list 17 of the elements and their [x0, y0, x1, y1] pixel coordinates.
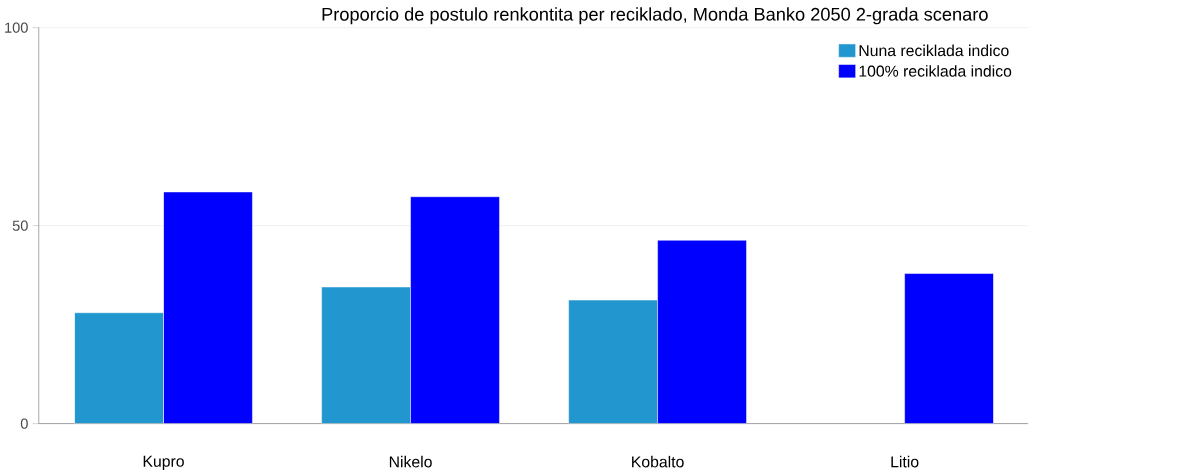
bar	[410, 196, 500, 424]
legend-label: 100% reciklada indico	[859, 65, 1012, 77]
y-tick-label: 50	[12, 220, 28, 231]
bar	[321, 286, 411, 424]
bar	[904, 273, 994, 424]
x-tick-label: Kupro	[143, 455, 184, 470]
bar	[163, 191, 253, 424]
y-tick-label: 100	[5, 22, 28, 33]
bar	[568, 299, 658, 424]
legend-label: Nuna reciklada indico	[859, 44, 1009, 57]
chart-title: Proporcio de postulo renkontita per reciklado, Monda Banko 2050 2-grada scenaro	[322, 7, 988, 25]
x-tick-label: Nikelo	[389, 455, 432, 468]
x-tick-label: Kobalto	[632, 455, 684, 468]
bar	[74, 312, 164, 424]
y-tick-label: 0	[20, 418, 28, 429]
x-tick-label: Litio	[891, 455, 919, 468]
bar	[657, 240, 747, 424]
